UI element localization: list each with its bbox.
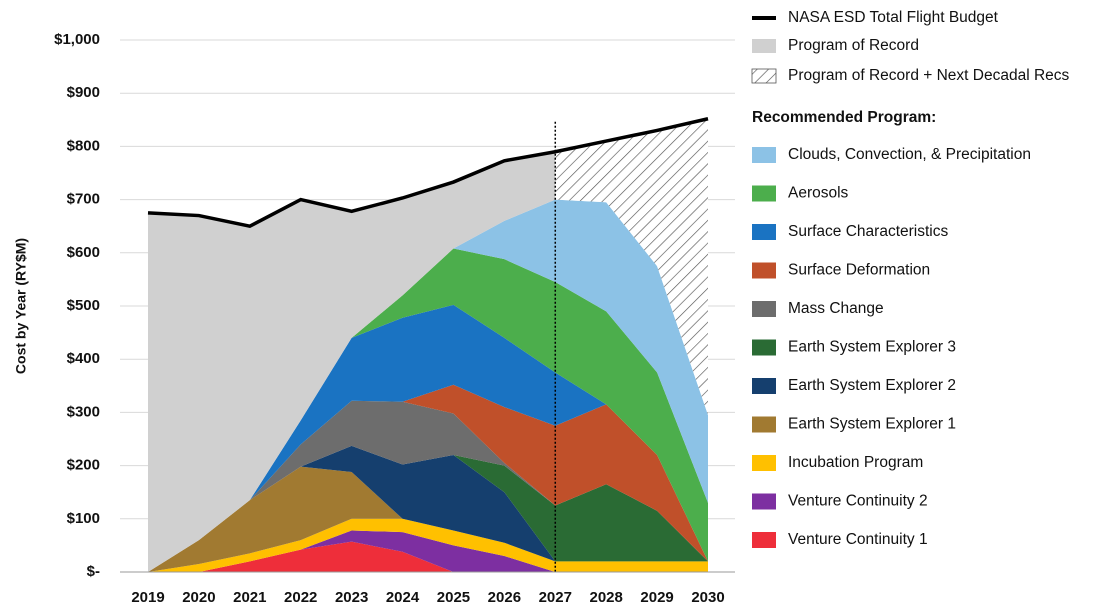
x-tick-label: 2022 <box>284 589 317 606</box>
legend-swatch <box>752 378 776 394</box>
x-tick-label: 2027 <box>539 589 572 606</box>
area <box>148 445 708 572</box>
y-tick-label: $100 <box>67 510 100 527</box>
legend-swatch <box>752 39 776 53</box>
legend-label: Incubation Program <box>788 454 923 471</box>
legend-label: Mass Change <box>788 300 884 317</box>
area <box>148 541 708 572</box>
legend-label: Aerosols <box>788 185 849 202</box>
y-tick-label: $700 <box>67 191 100 208</box>
legend-swatch <box>752 532 776 548</box>
legend-swatch <box>751 68 777 84</box>
legend-swatch <box>752 455 776 471</box>
y-tick-label: $400 <box>67 350 100 367</box>
y-tick-label: $900 <box>67 84 100 101</box>
area <box>148 530 708 572</box>
legend-label: Program of Record <box>788 37 919 54</box>
area <box>148 466 708 572</box>
x-tick-label: 2021 <box>233 589 266 606</box>
legend-swatch <box>752 493 776 510</box>
legend-label: Earth System Explorer 1 <box>788 416 956 433</box>
area <box>148 518 708 572</box>
area <box>148 400 708 572</box>
hatched-area <box>555 118 708 416</box>
legend-heading: Recommended Program: <box>752 109 936 126</box>
legend-swatch <box>752 147 776 163</box>
legend-swatch <box>752 416 776 433</box>
legend-swatch <box>752 339 776 356</box>
area <box>148 445 708 572</box>
x-tick-label: 2030 <box>691 589 724 606</box>
legend-swatch <box>752 185 776 202</box>
y-tick-label: $300 <box>67 403 100 420</box>
legend-label: Surface Deformation <box>788 262 930 279</box>
y-tick-label: $200 <box>67 457 100 474</box>
x-tick-label: 2019 <box>131 589 164 606</box>
y-tick-label: $600 <box>67 244 100 261</box>
y-tick-label: $- <box>87 563 100 580</box>
legend-label: Venture Continuity 2 <box>788 493 928 510</box>
program-area <box>148 151 556 572</box>
x-tick-label: 2023 <box>335 589 368 606</box>
area <box>148 384 708 572</box>
y-tick-label: $500 <box>67 297 100 314</box>
y-axis-label: Cost by Year (RY$M) <box>13 238 29 374</box>
legend-label: Venture Continuity 1 <box>788 531 928 548</box>
legend-swatch <box>752 262 776 279</box>
legend-label: Earth System Explorer 3 <box>788 339 956 356</box>
legend-label: NASA ESD Total Flight Budget <box>788 9 999 26</box>
legend-label: Surface Characteristics <box>788 223 948 240</box>
y-tick-label: $800 <box>67 137 100 154</box>
x-tick-label: 2026 <box>488 589 521 606</box>
legend-label: Earth System Explorer 2 <box>788 377 956 394</box>
budget-line <box>147 117 709 229</box>
legend-label: Program of Record + Next Decadal Recs <box>788 67 1070 84</box>
y-tick-label: $1,000 <box>54 31 100 48</box>
x-tick-label: 2028 <box>589 589 622 606</box>
x-tick-label: 2029 <box>640 589 673 606</box>
x-tick-label: 2020 <box>182 589 215 606</box>
x-tick-label: 2024 <box>386 589 420 606</box>
legend-label: Clouds, Convection, & Precipitation <box>788 146 1031 163</box>
area <box>148 304 708 572</box>
area <box>148 248 708 572</box>
x-tick-label: 2025 <box>437 589 470 606</box>
legend-swatch <box>752 224 776 240</box>
legend-swatch <box>752 301 776 317</box>
